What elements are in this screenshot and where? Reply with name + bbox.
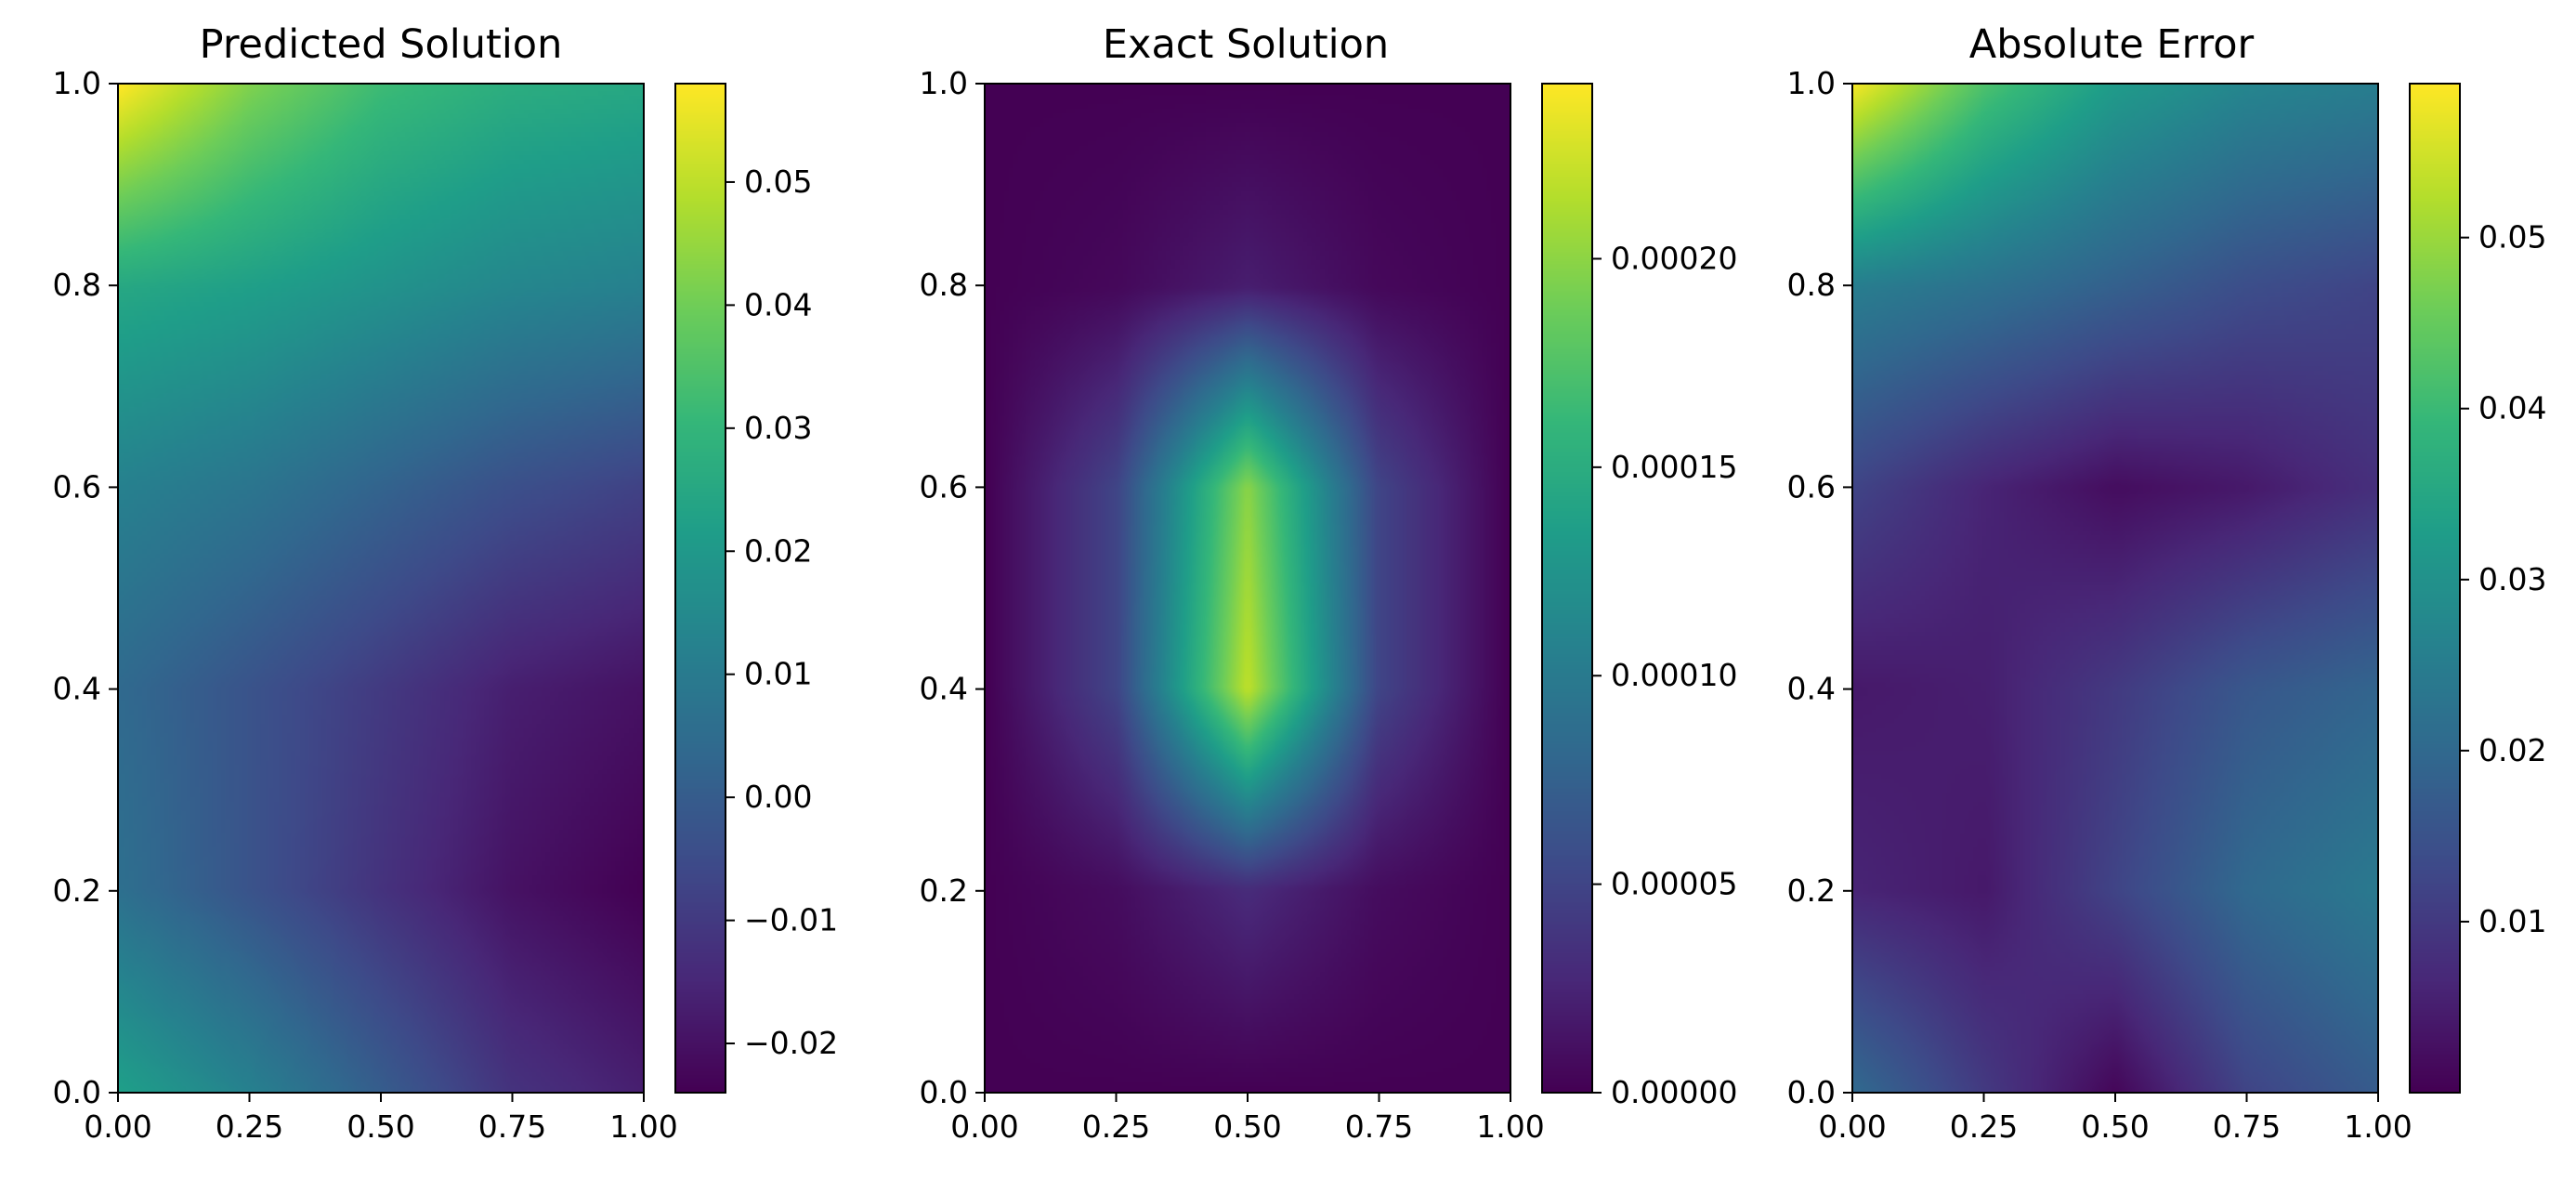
heatmap-image	[985, 84, 1510, 1093]
colorbar-tick-label: 0.05	[2478, 219, 2546, 256]
colorbar-tick-label: 0.04	[2478, 390, 2546, 426]
y-tick-label: 0.6	[920, 468, 968, 505]
colorbar-tick-label: 0.04	[744, 286, 812, 322]
x-tick-label: 1.00	[1476, 1108, 1544, 1145]
colorbar-tick-label: 0.00	[744, 779, 812, 815]
y-tick-label: 0.2	[920, 872, 968, 909]
colorbar-ticks: 0.01 0.02 0.03 0.04 0.05	[2460, 219, 2546, 939]
heatmap-image	[1852, 84, 2378, 1093]
colorbar-tick-label: −0.02	[744, 1025, 838, 1061]
y-tick-label: 1.0	[53, 65, 101, 101]
y-tick-label: 0.4	[920, 671, 968, 707]
colorbar-ticks: 0.00000 0.00005 0.00010 0.00015 0.00020	[1592, 240, 1737, 1110]
y-tick-label: 0.8	[1787, 267, 1836, 303]
chart-title: Absolute Error	[1969, 21, 2255, 68]
panel-exact-solution: Exact Solution 0.00 0.25 0.50 0.75 1.000.00.…	[920, 21, 1738, 1145]
x-tick-label: 0.00	[1818, 1108, 1886, 1145]
colorbar-frame	[674, 83, 726, 1094]
colorbar-tick-label: 0.03	[744, 410, 812, 446]
y-tick-label: 0.4	[1787, 671, 1836, 707]
axis-ticks: 0.00 0.25 0.50 0.75 1.00 0.0 0.2 0.4 0.6 0.8 1.0	[920, 65, 1545, 1145]
x-tick-label: 0.00	[84, 1108, 151, 1145]
x-tick-label: 0.50	[1213, 1108, 1281, 1145]
colorbar-tick-label: 0.01	[744, 656, 812, 692]
chart-title: Exact Solution	[1103, 21, 1389, 68]
x-tick-label: 0.75	[478, 1108, 546, 1145]
colorbar-image	[675, 84, 726, 1093]
colorbar-tick-label: 0.02	[744, 532, 812, 569]
chart-title: Predicted Solution	[200, 21, 563, 68]
y-tick-label: 0.0	[920, 1074, 968, 1110]
y-tick-label: 0.2	[53, 872, 101, 909]
y-tick-label: 1.0	[1787, 65, 1836, 101]
colorbar-frame	[2409, 83, 2461, 1094]
y-tick-label: 0.8	[920, 267, 968, 303]
y-tick-label: 0.0	[53, 1074, 101, 1110]
axis-ticks: 0.00 0.25 0.50 0.75 1.00 0.0 0.2 0.4 0.6 0.8 1.0	[53, 65, 678, 1145]
y-tick-label: 0.2	[1787, 872, 1836, 909]
y-tick-label: 0.4	[53, 671, 101, 707]
colorbar-tick-label: 0.00015	[1611, 449, 1737, 485]
x-tick-label: 0.00	[950, 1108, 1018, 1145]
x-tick-label: 0.50	[2081, 1108, 2149, 1145]
panel-predicted-solution: Predicted Solution 0.00 0.25 0.50 0.75 1.000…	[53, 21, 839, 1145]
colorbar-frame	[1541, 83, 1593, 1094]
colorbar-image	[1542, 84, 1592, 1093]
x-tick-label: 1.00	[2344, 1108, 2412, 1145]
colorbar-tick-label: 0.00005	[1611, 866, 1737, 902]
heatmap-image	[118, 84, 644, 1093]
panel-absolute-error: Absolute Error 0.00 0.25 0.50 0.75 1.000.00.…	[1787, 21, 2547, 1145]
y-tick-label: 0.0	[1787, 1074, 1836, 1110]
colorbar-tick-label: −0.01	[744, 902, 838, 938]
x-tick-label: 0.50	[347, 1108, 414, 1145]
colorbar-ticks: −0.02 −0.01 0.00 0.01 0.02 0.03 0.04 0.05	[726, 164, 838, 1061]
axis-ticks: 0.00 0.25 0.50 0.75 1.00 0.0 0.2 0.4 0.6 0.8 1.0	[1787, 65, 2413, 1145]
x-tick-label: 0.75	[2213, 1108, 2281, 1145]
x-tick-label: 1.00	[609, 1108, 677, 1145]
x-tick-label: 0.75	[1345, 1108, 1413, 1145]
colorbar-tick-label: 0.00020	[1611, 240, 1737, 276]
y-tick-label: 1.0	[920, 65, 968, 101]
colorbar-tick-label: 0.01	[2478, 903, 2546, 939]
colorbar-tick-label: 0.02	[2478, 732, 2546, 768]
x-tick-label: 0.25	[1950, 1108, 2018, 1145]
colorbar-tick-label: 0.00010	[1611, 657, 1737, 693]
y-tick-label: 0.6	[53, 468, 101, 505]
colorbar-image	[2410, 84, 2460, 1093]
x-tick-label: 0.25	[1082, 1108, 1150, 1145]
colorbar-tick-label: 0.00000	[1611, 1074, 1737, 1110]
x-tick-label: 0.25	[216, 1108, 283, 1145]
colorbar-tick-label: 0.05	[744, 164, 812, 200]
y-tick-label: 0.8	[53, 267, 101, 303]
y-tick-label: 0.6	[1787, 468, 1836, 505]
colorbar-tick-label: 0.03	[2478, 561, 2546, 597]
